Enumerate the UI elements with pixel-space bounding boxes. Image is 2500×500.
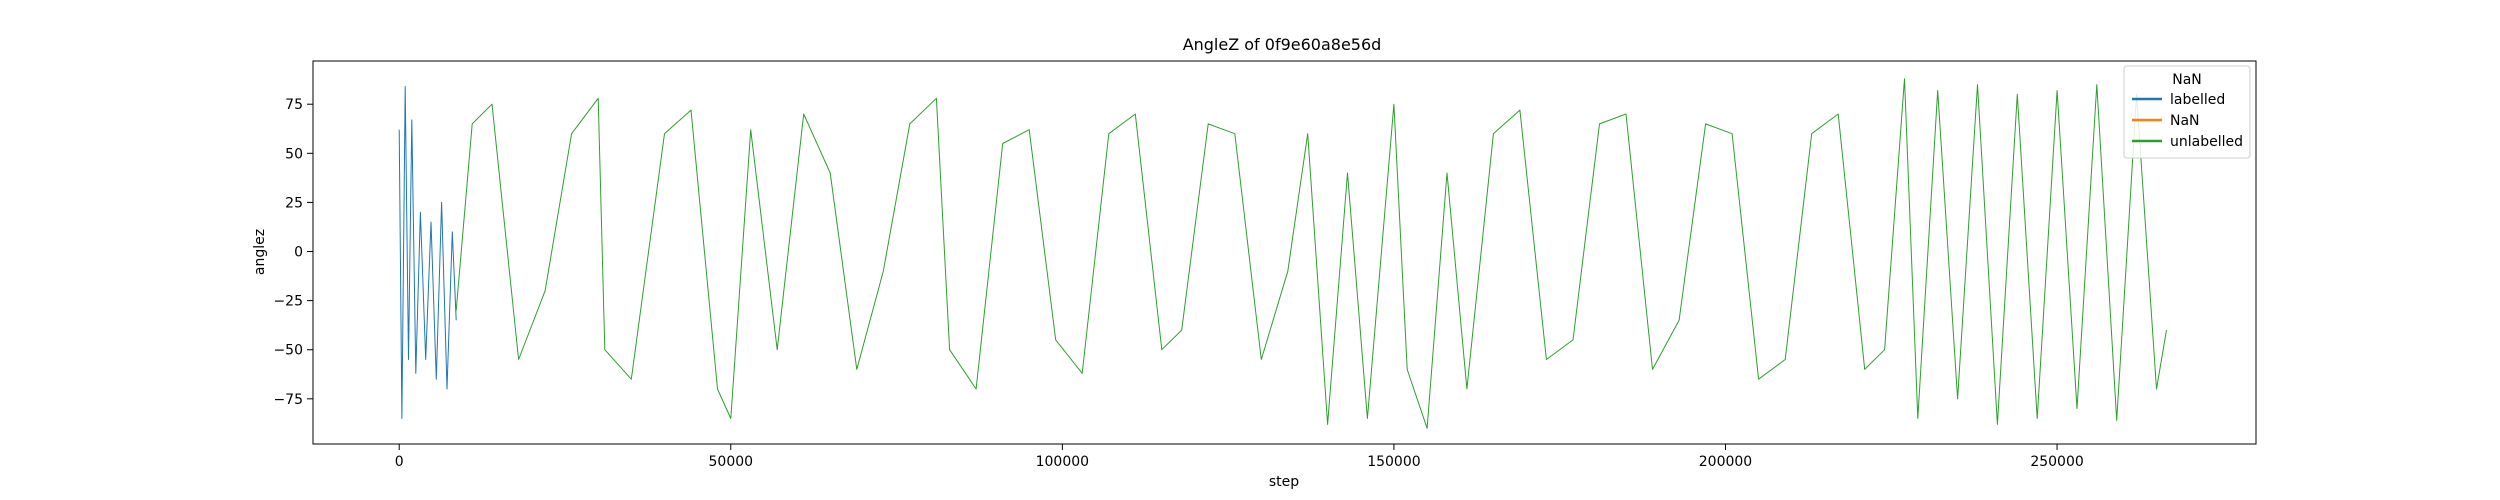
legend-label-unlabelled: unlabelled [2170, 134, 2243, 150]
x-tick-label: 250000 [2030, 454, 2083, 470]
y-tick-label: 0 [294, 245, 303, 261]
chart-title: AngleZ of 0f9e60a8e56d [1183, 35, 1382, 54]
y-tick-label: 50 [285, 146, 303, 162]
y-tick-label: 75 [285, 97, 303, 113]
series-line-labelled [398, 86, 457, 419]
y-tick-label: 25 [285, 195, 303, 211]
y-axis: −75 −50 −25 0 25 50 75 [273, 97, 313, 408]
x-tick-label: 200000 [1699, 454, 1752, 470]
x-axis-label: step [1269, 474, 1299, 490]
x-tick-label: 50000 [709, 454, 754, 470]
legend-label-nan: NaN [2170, 113, 2200, 129]
series-line-unlabelled [455, 78, 2167, 429]
legend-title: NaN [2172, 72, 2202, 88]
y-axis-label: anglez [252, 229, 268, 275]
y-tick-label: −50 [273, 343, 303, 359]
x-axis: 0 50000 100000 150000 200000 250000 [395, 444, 2084, 470]
plot-frame [312, 60, 2257, 445]
y-tick-label: −25 [273, 294, 303, 310]
legend-label-labelled: labelled [2170, 92, 2225, 108]
legend-frame [2123, 65, 2251, 159]
x-tick-label: 150000 [1367, 454, 1420, 470]
legend: NaN labelled NaN unlabelled [2123, 65, 2251, 159]
x-tick-label: 0 [395, 454, 404, 470]
y-tick-label: −75 [273, 392, 303, 408]
series-layer [398, 78, 2167, 429]
plot-area [312, 60, 2257, 445]
x-tick-label: 100000 [1036, 454, 1089, 470]
